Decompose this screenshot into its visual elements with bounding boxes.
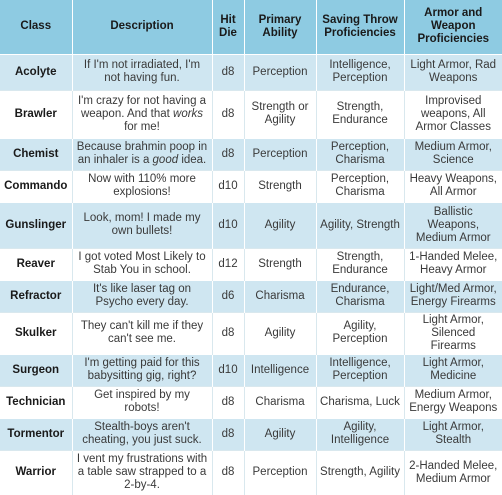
saving-throws: Agility, Perception <box>316 311 405 354</box>
class-description: Look, mom! I made my own bullets! <box>72 201 213 248</box>
class-description: I vent my frustrations with a table saw … <box>72 449 213 495</box>
table-row: Surgeon I'm getting paid for this babysi… <box>0 353 502 386</box>
header-hit-die: Hit Die <box>212 0 245 54</box>
table-row: Skulker They can't kill me if they can't… <box>0 311 502 354</box>
saving-throws: Perception, Charisma <box>316 137 405 170</box>
header-description: Description <box>72 0 213 54</box>
armor-weapon: Light Armor, Stealth <box>404 417 502 450</box>
primary-ability: Perception <box>244 53 317 90</box>
description-text: Because brahmin poop in an inhaler is a <box>76 141 208 166</box>
table-row: Warrior I vent my frustrations with a ta… <box>0 449 502 495</box>
hit-die: d8 <box>212 53 245 90</box>
hit-die: d8 <box>212 311 245 354</box>
table-row: Gunslinger Look, mom! I made my own bull… <box>0 201 502 248</box>
class-name: Technician <box>0 385 73 418</box>
primary-ability: Perception <box>244 449 317 495</box>
header-primary-ability: Primary Ability <box>244 0 317 54</box>
primary-ability: Charisma <box>244 385 317 418</box>
table-row: Reaver I got voted Most Likely to Stab Y… <box>0 247 502 280</box>
table-row: Technician Get inspired by my robots! d8… <box>0 385 502 418</box>
saving-throws: Intelligence, Perception <box>316 53 405 90</box>
class-description: Get inspired by my robots! <box>72 385 213 418</box>
primary-ability: Agility <box>244 311 317 354</box>
primary-ability: Agility <box>244 201 317 248</box>
class-description: I got voted Most Likely to Stab You in s… <box>72 247 213 280</box>
table-row: Tormentor Stealth-boys aren't cheating, … <box>0 417 502 450</box>
class-name: Gunslinger <box>0 201 73 248</box>
table-row: Refractor It's like laser tag on Psycho … <box>0 279 502 312</box>
primary-ability: Perception <box>244 137 317 170</box>
class-name: Reaver <box>0 247 73 280</box>
armor-weapon: Improvised weapons, All Armor Classes <box>404 89 502 138</box>
armor-weapon: Light Armor, Silenced Firearms <box>404 311 502 354</box>
saving-throws: Agility, Intelligence <box>316 417 405 450</box>
hit-die: d10 <box>212 201 245 248</box>
hit-die: d8 <box>212 417 245 450</box>
saving-throws: Strength, Endurance <box>316 89 405 138</box>
armor-weapon: Heavy Weapons, All Armor <box>404 169 502 202</box>
hit-die: d8 <box>212 385 245 418</box>
saving-throws: Intelligence, Perception <box>316 353 405 386</box>
armor-weapon: 2-Handed Melee, Medium Armor <box>404 449 502 495</box>
table-row: Commando Now with 110% more explosions! … <box>0 169 502 202</box>
description-text: idea. <box>178 154 207 166</box>
description-text: for me! <box>124 120 160 133</box>
class-name: Warrior <box>0 449 73 495</box>
description-emphasis: works <box>173 107 204 120</box>
hit-die: d8 <box>212 449 245 495</box>
armor-weapon: Light Armor, Rad Weapons <box>404 53 502 90</box>
hit-die: d12 <box>212 247 245 280</box>
primary-ability: Agility <box>244 417 317 450</box>
header-class: Class <box>0 0 73 54</box>
class-description: They can't kill me if they can't see me. <box>72 311 213 354</box>
class-description: It's like laser tag on Psycho every day. <box>72 279 213 312</box>
primary-ability: Charisma <box>244 279 317 312</box>
armor-weapon: Medium Armor, Science <box>404 137 502 170</box>
armor-weapon: 1-Handed Melee, Heavy Armor <box>404 247 502 280</box>
armor-weapon: Medium Armor, Energy Weapons <box>404 385 502 418</box>
header-row: Class Description Hit Die Primary Abilit… <box>0 0 502 54</box>
class-name: Commando <box>0 169 73 202</box>
armor-weapon: Ballistic Weapons, Medium Armor <box>404 201 502 248</box>
class-name: Tormentor <box>0 417 73 450</box>
class-description: Stealth-boys aren't cheating, you just s… <box>72 417 213 450</box>
header-armor-weapon: Armor and Weapon Proficiencies <box>404 0 502 54</box>
saving-throws: Strength, Endurance <box>316 247 405 280</box>
table-row: Brawler I'm crazy for not having a weapo… <box>0 89 502 138</box>
class-name: Chemist <box>0 137 73 170</box>
class-description: Now with 110% more explosions! <box>72 169 213 202</box>
table-row: Chemist Because brahmin poop in an inhal… <box>0 137 502 170</box>
primary-ability: Strength <box>244 169 317 202</box>
armor-weapon: Light/Med Armor, Energy Firearms <box>404 279 502 312</box>
class-description: I'm getting paid for this babysitting gi… <box>72 353 213 386</box>
primary-ability: Intelligence <box>244 353 317 386</box>
table-row: Acolyte If I'm not irradiated, I'm not h… <box>0 53 502 90</box>
hit-die: d10 <box>212 169 245 202</box>
description-text: I'm crazy for not having a weapon. And t… <box>77 94 207 120</box>
primary-ability: Strength or Agility <box>244 89 317 138</box>
class-name: Brawler <box>0 89 73 138</box>
class-description: If I'm not irradiated, I'm not having fu… <box>72 53 213 90</box>
class-name: Refractor <box>0 279 73 312</box>
class-description: Because brahmin poop in an inhaler is a … <box>72 137 213 170</box>
saving-throws: Endurance, Charisma <box>316 279 405 312</box>
description-emphasis: good <box>152 154 179 166</box>
class-name: Surgeon <box>0 353 73 386</box>
hit-die: d8 <box>212 89 245 138</box>
saving-throws: Perception, Charisma <box>316 169 405 202</box>
class-name: Acolyte <box>0 53 73 90</box>
hit-die: d10 <box>212 353 245 386</box>
header-saving-throws: Saving Throw Proficiencies <box>316 0 405 54</box>
hit-die: d6 <box>212 279 245 312</box>
saving-throws: Strength, Agility <box>316 449 405 495</box>
primary-ability: Strength <box>244 247 317 280</box>
saving-throws: Charisma, Luck <box>316 385 405 418</box>
class-name: Skulker <box>0 311 73 354</box>
saving-throws: Agility, Strength <box>316 201 405 248</box>
class-description: I'm crazy for not having a weapon. And t… <box>72 89 213 138</box>
armor-weapon: Light Armor, Medicine <box>404 353 502 386</box>
hit-die: d8 <box>212 137 245 170</box>
